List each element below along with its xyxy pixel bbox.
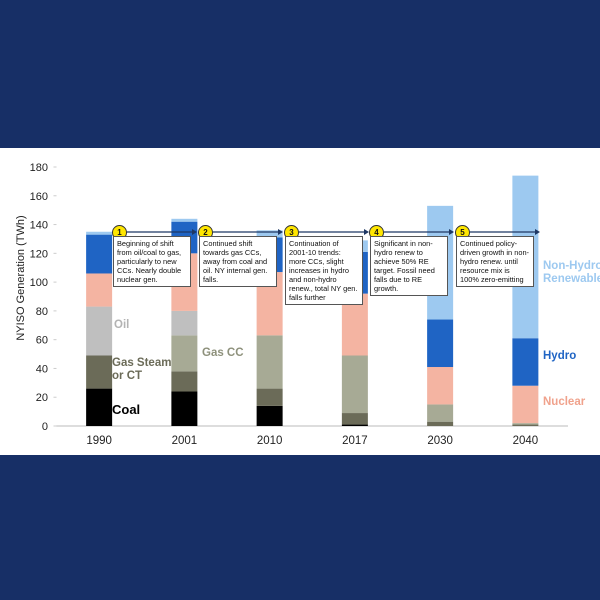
bar-segment	[171, 335, 198, 372]
y-tick-label: 40	[36, 363, 48, 375]
bar-segment	[512, 424, 539, 426]
annotation-text: Continued policy-driven growth in non-hy…	[456, 236, 534, 287]
bar-segment	[171, 218, 198, 222]
x-tick-label: 2030	[427, 435, 453, 447]
y-tick-label: 100	[30, 277, 48, 289]
x-tick-label: 2040	[513, 435, 539, 447]
annotation-arrowhead	[278, 229, 283, 235]
annotation-arrowhead	[535, 229, 540, 235]
bar-segment	[427, 367, 454, 405]
bar-segment	[341, 355, 368, 414]
y-tick-label: 60	[36, 335, 48, 347]
series-label: Hydro	[543, 350, 577, 362]
y-tick-label: 180	[30, 162, 48, 174]
bar-segment	[427, 421, 454, 426]
bar-segment	[171, 310, 198, 336]
bar-segment	[86, 231, 113, 235]
chart-panel: NYISO Generation (TWh) 0 20 40 60 80 100 120 14…	[0, 148, 600, 455]
bar-segment	[427, 319, 454, 368]
y-tick-label: 80	[36, 306, 48, 318]
bar-segment	[256, 405, 283, 426]
bar-segment	[256, 335, 283, 389]
series-label: Gas Steam or CT	[112, 357, 172, 382]
annotation-arrowhead	[449, 229, 454, 235]
bar-segment	[86, 355, 113, 389]
bar-segment	[256, 230, 283, 238]
bar-segment	[86, 306, 113, 356]
annotation-arrowhead	[192, 229, 197, 235]
y-axis-label: NYISO Generation (TWh)	[15, 215, 27, 340]
bar-segment	[171, 391, 198, 426]
bar-segment	[427, 404, 454, 422]
bar-segment	[341, 413, 368, 425]
series-label: Oil	[114, 319, 130, 331]
y-tick-label: 0	[42, 421, 48, 433]
y-tick-label: 120	[30, 248, 48, 260]
annotation-arrowhead	[364, 229, 369, 235]
bar-segment	[171, 371, 198, 392]
annotation-text: Continued shift towards gas CCs, away fr…	[199, 236, 277, 287]
y-tick-label: 160	[30, 191, 48, 203]
x-tick-label: 2010	[257, 435, 283, 447]
y-tick-label: 140	[30, 220, 48, 232]
bar-segment	[512, 385, 539, 424]
x-tick-label: 1990	[86, 435, 112, 447]
x-tick-label: 2017	[342, 435, 368, 447]
bar-segment	[512, 338, 539, 386]
bar-segment	[512, 423, 539, 425]
bar-segment	[86, 234, 113, 274]
x-tick-label: 2001	[172, 435, 198, 447]
series-label: Nuclear	[543, 396, 586, 408]
series-label: Gas CC	[202, 347, 244, 359]
bar-segment	[86, 388, 113, 426]
series-label: Non-Hydro Renewable	[543, 260, 600, 285]
annotation-text: Continuation of 2001-10 trends: more CCs…	[285, 236, 363, 305]
bar-segment	[341, 424, 368, 426]
bar-segment	[256, 388, 283, 406]
bar-segment	[86, 273, 113, 307]
annotation-text: Beginning of shift from oil/coal to gas,…	[113, 236, 191, 287]
y-tick-label: 20	[36, 392, 48, 404]
annotation-text: Significant in non-hydro renew to achiev…	[370, 236, 448, 296]
series-label: Coal	[112, 402, 141, 417]
